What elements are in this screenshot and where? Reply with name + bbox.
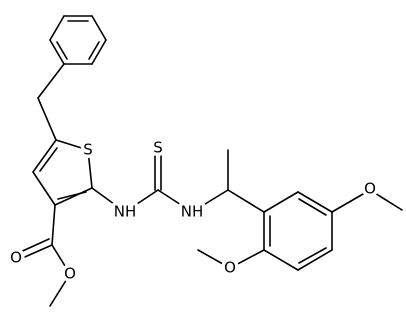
atom-label: NH <box>181 203 204 221</box>
atom-label: S <box>83 141 93 159</box>
atom-label: S <box>153 139 163 157</box>
atom-label: NH <box>114 203 137 221</box>
atom-label: O <box>364 180 376 198</box>
bonds <box>15 15 403 307</box>
atom-label: O <box>10 249 22 267</box>
atom-label: O <box>224 259 236 277</box>
atom-label: O <box>64 265 76 283</box>
